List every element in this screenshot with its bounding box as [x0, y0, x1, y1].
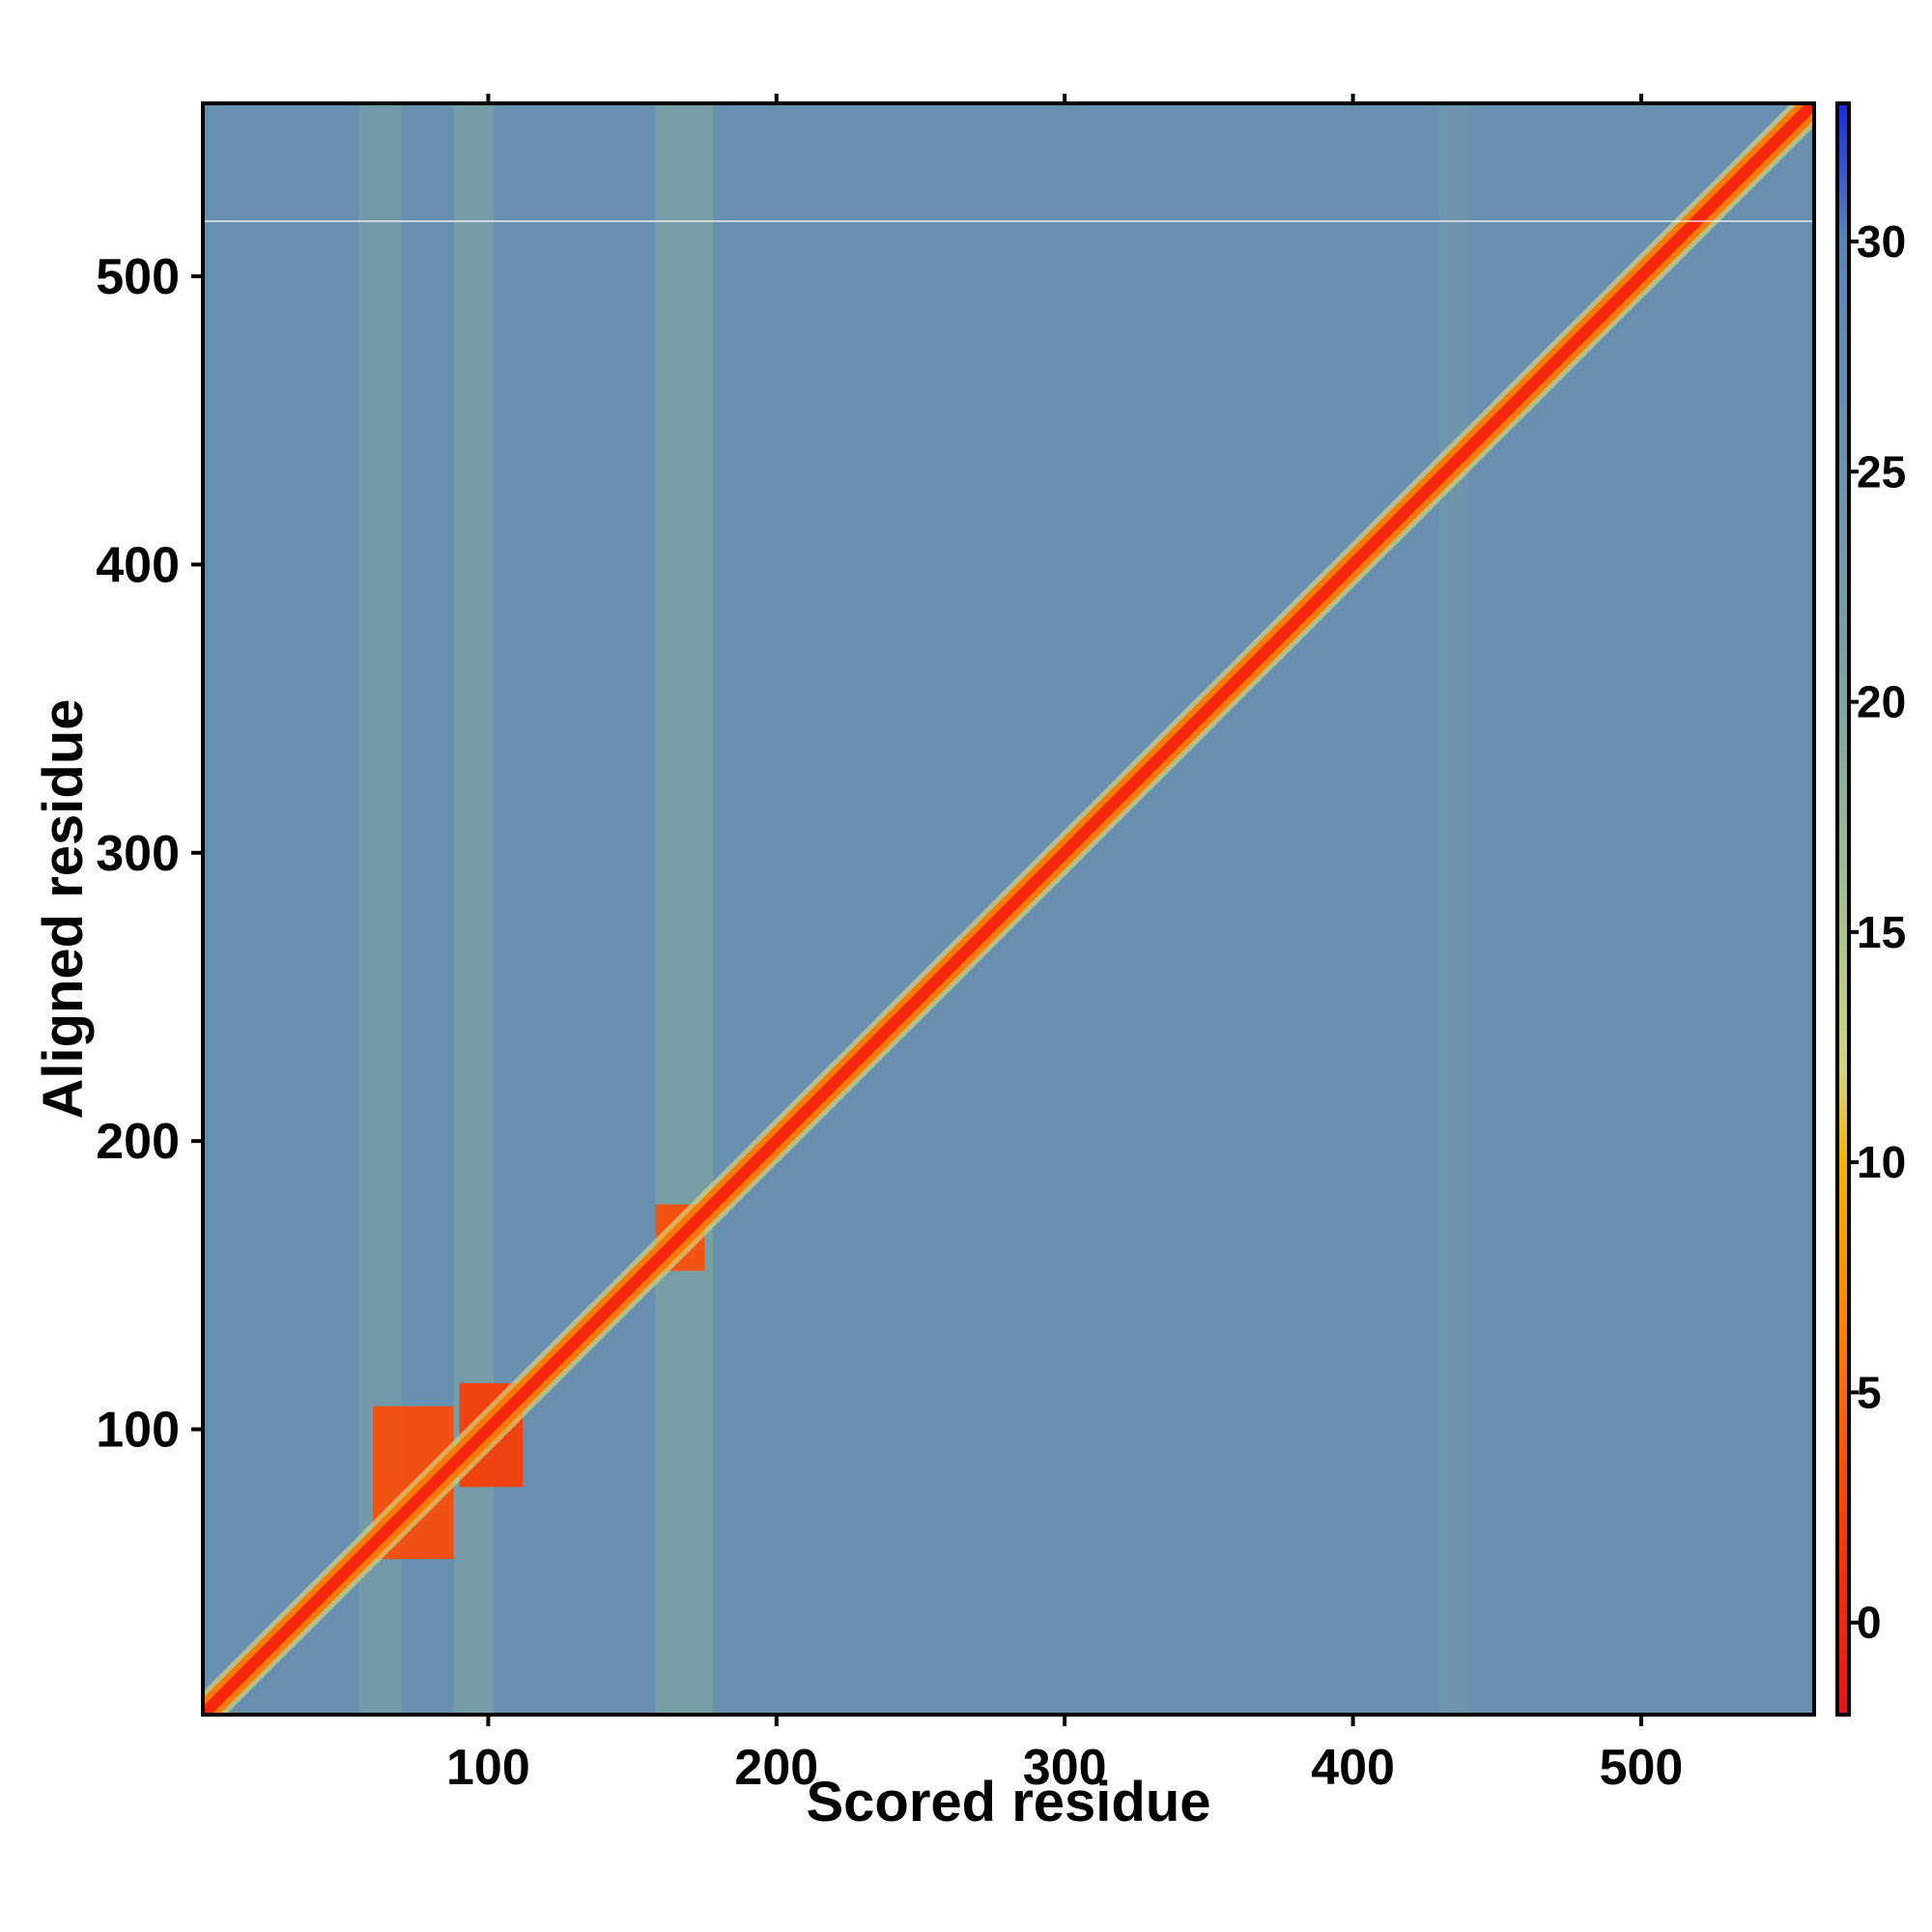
plot-frame — [201, 101, 1816, 1717]
x-axis-title: Scored residue — [806, 1771, 1210, 1833]
colorbar-tick-label-30: 30 — [1857, 216, 1906, 267]
y-axis-ticks: 100 200 300 400 500 — [96, 249, 203, 1459]
colorbar-tick-label-25: 25 — [1857, 446, 1906, 497]
heatmap-plot-area — [203, 103, 1814, 1715]
colorbar — [1835, 101, 1851, 1717]
y-tick-label-300: 300 — [96, 826, 180, 882]
x-axis-ticks: 100 200 300 400 500 — [446, 94, 1683, 1796]
y-axis-title: Aligned residue — [32, 698, 95, 1119]
x-tick-label-100: 100 — [446, 1740, 530, 1796]
heatmap-bands — [358, 103, 1468, 1715]
colorbar-tick-label-0: 0 — [1857, 1598, 1882, 1648]
colorbar-tick-label-15: 15 — [1857, 907, 1906, 957]
y-tick-label-500: 500 — [96, 249, 180, 305]
diagonal-core — [203, 103, 1814, 1715]
x-tick-label-500: 500 — [1600, 1740, 1684, 1796]
x-tick-label-300: 300 — [1023, 1740, 1107, 1796]
y-tick-label-400: 400 — [96, 537, 180, 593]
colorbar-tick-label-20: 20 — [1857, 677, 1906, 727]
heatmap-diagonal — [203, 103, 1814, 1715]
colorbar-tick-label-10: 10 — [1857, 1137, 1906, 1187]
heatmap-band-3 — [1439, 103, 1468, 1715]
colorbar-tick-label-5: 5 — [1857, 1367, 1882, 1417]
y-tick-label-200: 200 — [96, 1114, 180, 1170]
x-tick-label-400: 400 — [1311, 1740, 1395, 1796]
colorbar-ticks: 0 5 10 15 20 25 30 — [1849, 216, 1906, 1648]
y-tick-label-100: 100 — [96, 1403, 180, 1459]
heatmap-band-2 — [655, 103, 714, 1715]
x-tick-label-200: 200 — [734, 1740, 818, 1796]
